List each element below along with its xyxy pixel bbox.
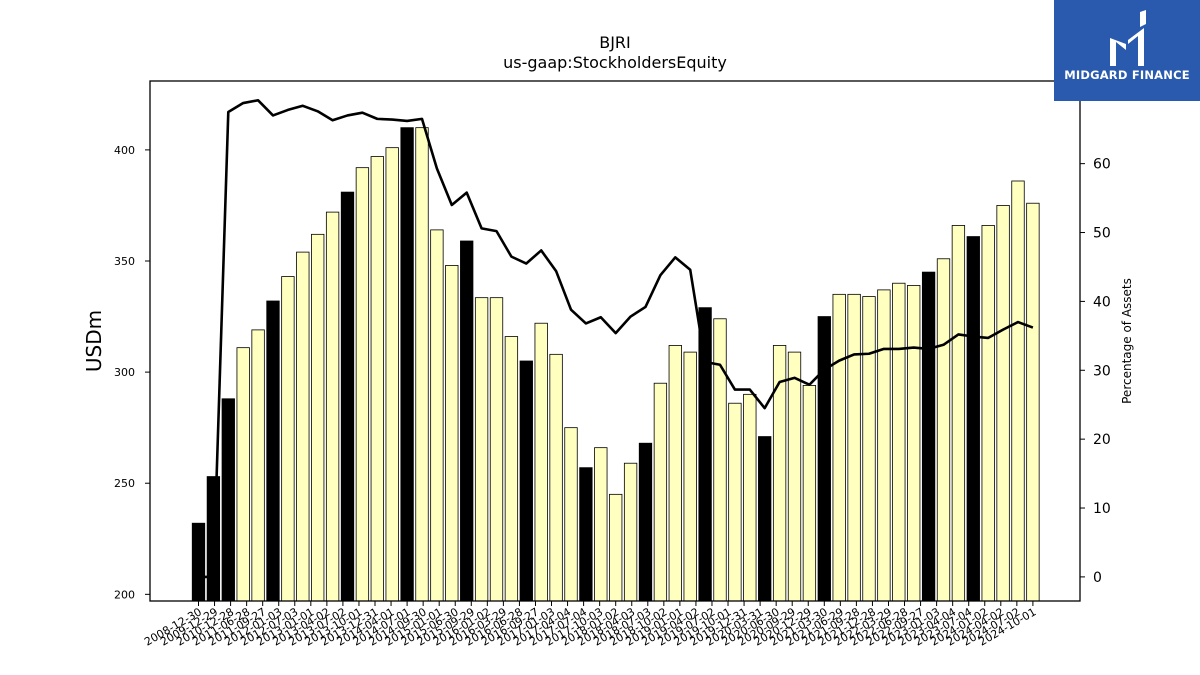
bar-2018-04-03 — [638, 442, 653, 602]
bar-2014-09-30 — [445, 265, 459, 602]
bar-2019-10-01 — [728, 402, 742, 602]
bar-2016-09-27 — [549, 353, 563, 602]
y-tick-label: 400 — [114, 144, 135, 157]
bar-2019-07-02 — [713, 318, 727, 602]
bar-2021-12-28 — [862, 296, 876, 602]
y-tick-label: 250 — [114, 477, 135, 490]
bar-2011-06-28 — [251, 329, 265, 602]
bar-2022-06-28 — [892, 282, 906, 602]
bar-2022-03-29 — [877, 289, 891, 602]
bar-2019-12-31 — [743, 393, 757, 602]
bar-2018-07-03 — [653, 382, 668, 602]
bar-2017-04-04 — [579, 467, 593, 602]
bar-2013-07-02 — [370, 156, 384, 602]
bar-2018-10-02 — [668, 345, 682, 602]
bar-2020-09-29 — [787, 351, 802, 602]
bar-2018-01-02 — [623, 462, 638, 602]
y-axis-label: USDm — [82, 310, 106, 372]
bar-2014-04-01 — [415, 127, 429, 602]
bar-2021-06-29 — [832, 293, 846, 602]
bar-2008-12-30 — [191, 522, 206, 602]
y2-tick-label: 30 — [1093, 363, 1111, 379]
bar-2024-10-01 — [1011, 180, 1025, 602]
bar-2019-04-02 — [698, 307, 712, 602]
y2-tick-label: 60 — [1093, 157, 1111, 173]
right-axis-ticks: 0 10 20 30 40 50 60 — [1080, 157, 1111, 586]
left-axis-ticks: 200 250 300 350 400 — [114, 144, 150, 601]
bar-2024-04-02 — [981, 225, 995, 602]
bar-undefined — [1026, 202, 1040, 602]
bar-2013-04-02 — [355, 167, 370, 602]
bar-2012-07-03 — [311, 233, 325, 602]
bar-2012-01-03 — [281, 276, 295, 602]
chart-subtitle: us-gaap:StockholdersEquity — [503, 53, 727, 72]
x-axis-ticks: 2008-12-302009-12-292010-12-282011-06-28… — [142, 601, 1038, 649]
bar-2019-01-01 — [683, 351, 697, 602]
y2-axis-label: Percentage of Assets — [1120, 278, 1134, 404]
bar-2014-07-01 — [430, 229, 444, 602]
y2-tick-label: 0 — [1093, 570, 1102, 586]
bar-2020-12-29 — [802, 385, 817, 602]
bar-2015-06-30 — [474, 297, 489, 602]
brand-logo: MIDGARD FINANCE — [1054, 0, 1200, 101]
bar-2023-07-04 — [951, 225, 966, 602]
bar-2016-06-28 — [534, 322, 548, 602]
bar-2017-07-04 — [594, 447, 608, 602]
bar-2016-03-29 — [519, 360, 533, 602]
plot-frame — [149, 80, 1081, 602]
bar-2017-10-03 — [609, 493, 623, 602]
bar-2013-01-01 — [340, 191, 355, 602]
bar-series — [191, 127, 1040, 602]
bar-2010-12-28 — [221, 398, 235, 602]
bar-2012-04-03 — [296, 251, 310, 602]
y-tick-label: 200 — [114, 588, 135, 601]
brand-name: MIDGARD FINANCE — [1064, 68, 1190, 82]
bar-2011-03-29 — [236, 347, 250, 602]
y-tick-label: 350 — [114, 255, 135, 268]
chart-title: BJRI — [599, 33, 631, 52]
bar-2017-01-03 — [564, 427, 578, 602]
bar-2015-01-01 — [460, 240, 474, 602]
y2-tick-label: 20 — [1093, 432, 1111, 448]
bar-2024-01-02 — [966, 236, 980, 602]
bar-2023-01-03 — [921, 271, 936, 602]
y2-tick-label: 50 — [1093, 226, 1111, 242]
bar-2022-09-27 — [907, 285, 921, 602]
bar-2016-01-02 — [504, 336, 519, 602]
bar-2012-10-02 — [325, 211, 340, 602]
bar-2011-09-27 — [266, 300, 280, 602]
y2-tick-label: 40 — [1093, 294, 1111, 310]
bar-2013-12-31 — [400, 127, 414, 602]
percentage-of-assets-line — [198, 98, 1034, 579]
y2-tick-label: 10 — [1093, 501, 1111, 517]
bar-2021-09-28 — [847, 293, 861, 602]
bar-2023-04-04 — [936, 258, 951, 602]
bar-2015-09-29 — [489, 297, 504, 602]
y-tick-label: 300 — [114, 366, 135, 379]
bar-2020-03-31 — [758, 436, 772, 602]
bar-2013-10-01 — [385, 147, 399, 602]
midgard-logo-icon — [1110, 10, 1146, 66]
bar-2021-03-30 — [817, 316, 831, 602]
bar-2024-07-02 — [996, 205, 1010, 602]
